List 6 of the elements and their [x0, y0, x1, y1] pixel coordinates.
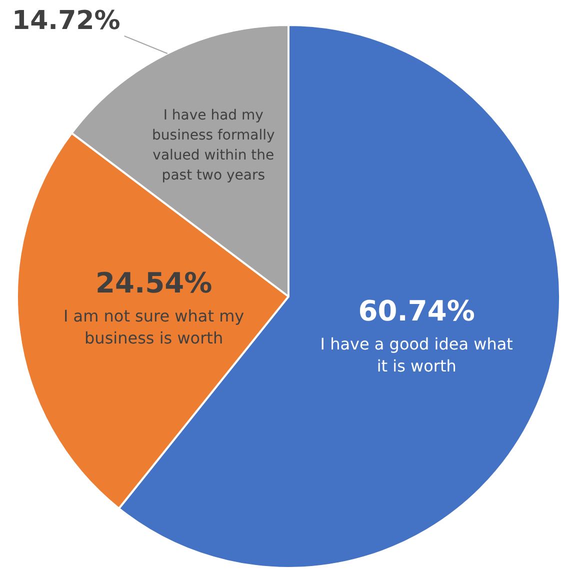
data-label: 60.74% — [358, 294, 475, 328]
slice-label: I have had my business formally valued within the past two years — [152, 107, 275, 184]
slice-label: I am not sure what my business is worth — [63, 306, 244, 348]
slice-label: I have a good idea what it is worth — [320, 334, 513, 376]
data-label: 24.54% — [95, 266, 212, 300]
data-label: 14.72% — [12, 6, 120, 36]
